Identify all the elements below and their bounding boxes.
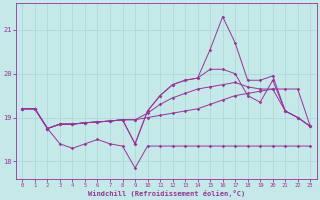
X-axis label: Windchill (Refroidissement éolien,°C): Windchill (Refroidissement éolien,°C) [88,190,245,197]
